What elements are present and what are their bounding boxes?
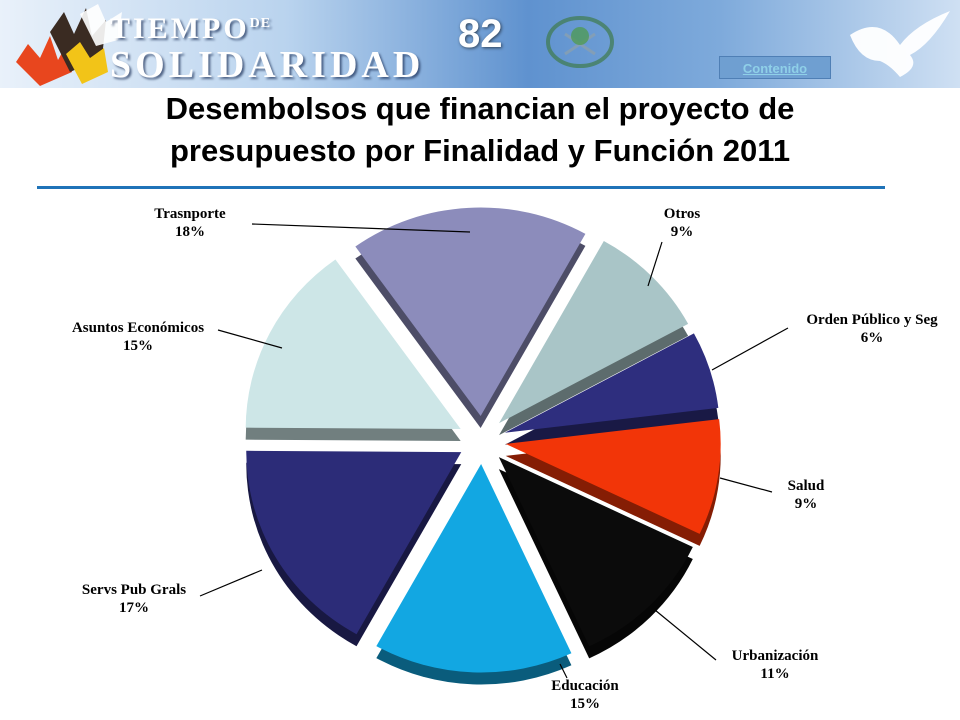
pie-slice-urbanizacion <box>498 457 693 659</box>
slice-percent-educacion: 15% <box>570 696 600 712</box>
pie-slice-salud <box>505 419 721 546</box>
pie-slice-top-trasnporte <box>355 207 586 417</box>
pie-slice-top-orden-publico-y-seg <box>504 333 719 433</box>
leader-line-trasnporte <box>251 223 471 233</box>
hands-logo-icon <box>16 4 122 86</box>
pie-slice-top-servs-pub-grals <box>246 450 462 635</box>
slice-percent-trasnporte: 18% <box>175 224 205 240</box>
slice-label-urbanizacion: Urbanización <box>732 648 819 664</box>
pie-slice-top-asuntos-economicos <box>245 259 461 429</box>
pie-slice-orden-publico-y-seg <box>504 333 719 445</box>
slice-label-salud: Salud <box>788 478 825 494</box>
leader-line-urbanizacion <box>654 609 717 661</box>
pie-slice-top-educacion <box>376 463 572 673</box>
slice-percent-otros: 9% <box>671 224 694 240</box>
label-leaders <box>199 223 789 679</box>
pie-slices <box>245 207 721 685</box>
pie-chart: Trasnporte 18% Otros 9% Orden Público y Seg 6… <box>72 206 938 712</box>
pie-slice-educacion <box>376 463 572 685</box>
slide-title: Desembolsos que financian el proyecto de… <box>60 88 900 172</box>
title-divider <box>37 186 885 189</box>
slice-labels: Trasnporte 18% Otros 9% Orden Público y Seg 6… <box>72 206 938 712</box>
slice-percent-orden-publico-y-seg: 6% <box>861 330 884 346</box>
header-banner: TIEMPODE SOLIDARIDAD 82 Contenido <box>0 0 960 88</box>
slice-label-trasnporte: Trasnporte <box>154 206 226 222</box>
pie-slice-top-urbanizacion <box>498 457 693 647</box>
slice-percent-urbanizacion: 11% <box>760 666 789 682</box>
pie-slice-servs-pub-grals <box>246 450 462 647</box>
slice-label-asuntos-economicos: Asuntos Económicos <box>72 320 204 336</box>
brand-line1: TIEMPO <box>110 12 250 45</box>
slice-percent-salud: 9% <box>795 496 818 512</box>
slice-label-orden-publico-y-seg: Orden Público y Seg <box>806 312 938 328</box>
brand-line2: SOLIDARIDAD <box>110 44 425 86</box>
pie-slice-trasnporte <box>355 207 586 429</box>
leader-line-asuntos-economicos <box>217 329 283 349</box>
leader-line-otros <box>647 241 663 287</box>
dove-icon <box>850 11 950 77</box>
pie-slice-top-otros <box>499 241 689 424</box>
slice-percent-servs-pub-grals: 17% <box>119 600 149 616</box>
leader-line-educacion <box>559 663 568 679</box>
slice-label-otros: Otros <box>664 206 701 222</box>
pie-slice-asuntos-economicos <box>245 259 461 441</box>
slice-percent-asuntos-economicos: 15% <box>123 338 153 354</box>
slide-title-line1: Desembolsos que financian el proyecto de <box>165 91 795 126</box>
pie-slice-otros <box>499 241 689 436</box>
slide-title-line2: presupuesto por Finalidad y Función 2011 <box>169 133 791 168</box>
leader-line-orden-publico-y-seg <box>711 327 789 371</box>
page-number: 82 <box>458 12 503 56</box>
coat-of-arms-icon <box>546 16 614 68</box>
leader-line-salud <box>719 477 773 493</box>
contenido-link[interactable]: Contenido <box>719 56 831 79</box>
leader-line-servs-pub-grals <box>199 569 263 597</box>
brand-wordmark: TIEMPODE SOLIDARIDAD <box>110 12 470 86</box>
slice-label-servs-pub-grals: Servs Pub Grals <box>82 582 186 598</box>
slice-label-educacion: Educación <box>551 678 619 694</box>
brand-de: DE <box>249 16 272 31</box>
pie-slice-top-salud <box>505 419 721 534</box>
